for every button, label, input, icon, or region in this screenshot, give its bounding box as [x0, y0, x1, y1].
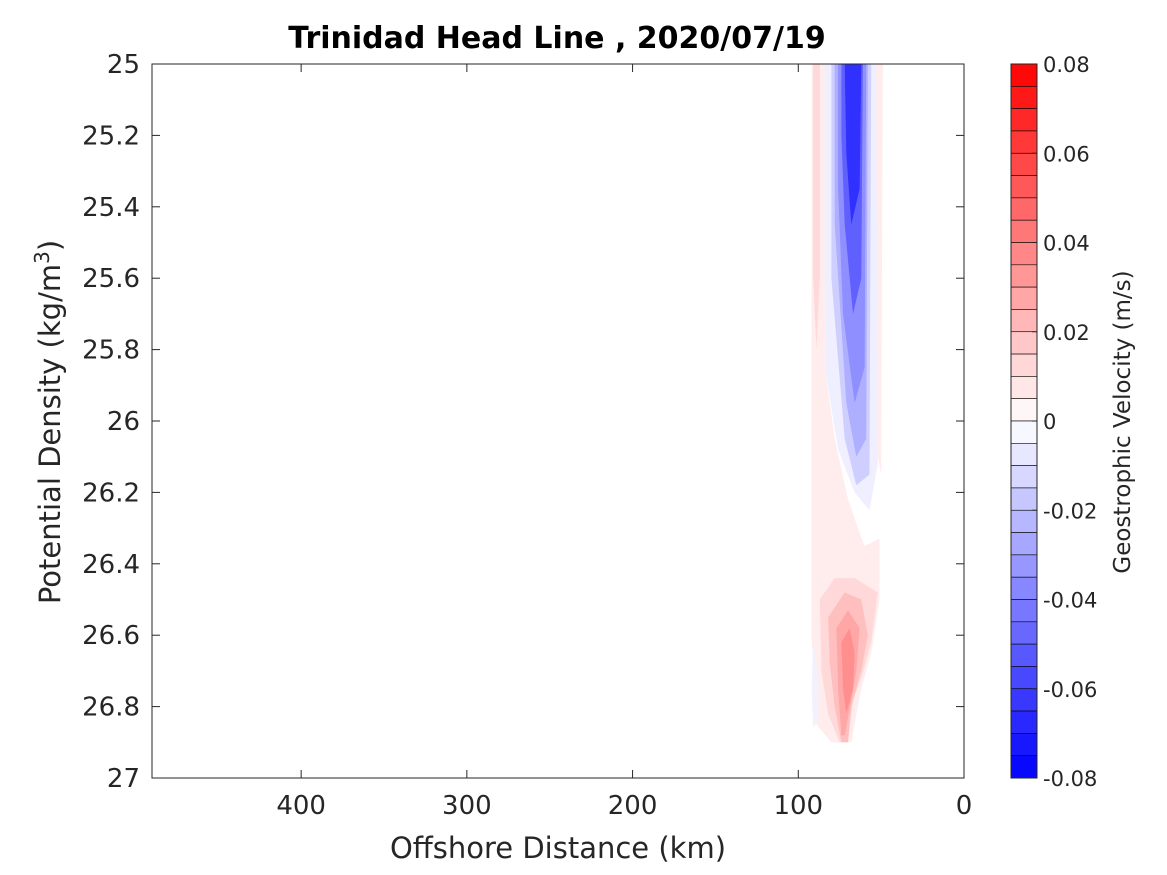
- y-tick-label: 26.4: [82, 550, 140, 580]
- x-axis: 400 300 200 100 0: [276, 64, 972, 821]
- y-tick-label: 25: [107, 50, 140, 80]
- contour-region-8: [813, 64, 820, 350]
- colorbar-tick-label: 0.02: [1043, 321, 1090, 345]
- colorbar-bin: [1010, 532, 1038, 556]
- contour-region-5: [844, 64, 862, 225]
- x-tick-label: 200: [608, 791, 658, 821]
- colorbar-tick-label: 0.04: [1043, 232, 1090, 256]
- colorbar-tick-label: 0.08: [1043, 53, 1090, 77]
- colorbar-bin: [1010, 688, 1038, 712]
- contour-region-7: [811, 64, 880, 743]
- colorbar-bin: [1010, 509, 1038, 533]
- colorbar-bin: [1010, 197, 1038, 221]
- colorbar-bin: [1010, 86, 1038, 109]
- colorbar-bin: [1010, 398, 1038, 422]
- colorbar-bin: [1010, 710, 1038, 734]
- x-axis-label: Offshore Distance (km): [390, 831, 726, 865]
- contour-region-6: [876, 64, 883, 475]
- colorbar-bin: [1010, 487, 1038, 511]
- colorbar-bin: [1010, 219, 1038, 243]
- colorbar-bin: [1010, 175, 1038, 199]
- chart-title: Trinidad Head Line , 2020/07/19: [288, 21, 825, 56]
- colorbar-bin: [1010, 286, 1038, 310]
- colorbar-tick-label: -0.02: [1043, 499, 1097, 523]
- colorbar-bin: [1010, 666, 1038, 690]
- colorbar-bin: [1010, 576, 1038, 600]
- colorbar-tick-label: -0.06: [1043, 678, 1097, 702]
- colorbar-bin: [1010, 264, 1038, 288]
- y-tick-label: 25.8: [82, 336, 140, 366]
- colorbar-bin: [1010, 554, 1038, 578]
- colorbar-bin: [1010, 443, 1038, 466]
- colorbar-bin: [1010, 353, 1038, 377]
- contour-region-13: [811, 642, 819, 728]
- y-tick-label: 27: [107, 764, 140, 794]
- colorbar: 0.08 0.06 0.04 0.02 0 -0.02 -0.04 -0.06 -0.08: [1010, 53, 1097, 791]
- x-tick-label: 300: [442, 791, 492, 821]
- y-tick-label: 26.8: [82, 693, 140, 723]
- y-axis-label-superscript: 3: [30, 251, 54, 264]
- colorbar-bin: [1010, 242, 1038, 266]
- y-tick-label: 25.4: [82, 193, 140, 223]
- y-tick-label: 26: [107, 407, 140, 437]
- colorbar-bin: [1010, 599, 1038, 623]
- y-axis: 25 25.2 25.4 25.6 25.8 26 26.2 26.4 26.6 26.8 27: [82, 50, 964, 794]
- colorbar-tick-label: 0: [1043, 410, 1056, 434]
- colorbar-bin: [1010, 465, 1038, 489]
- y-axis-label-main: Potential Density (kg/m: [33, 264, 67, 604]
- colorbar-label: Geostrophic Velocity (m/s): [1110, 270, 1136, 573]
- colorbar-bin: [1010, 63, 1038, 87]
- colorbar-bin: [1010, 130, 1038, 154]
- y-tick-label: 25.6: [82, 264, 140, 294]
- x-tick-label: 0: [956, 791, 973, 821]
- colorbar-bin: [1010, 755, 1038, 779]
- colorbar-bin: [1010, 621, 1038, 645]
- colorbar-bin: [1010, 108, 1038, 132]
- y-tick-label: 26.2: [82, 478, 140, 508]
- contour-region-12: [841, 628, 855, 714]
- colorbar-bin: [1010, 733, 1038, 756]
- colorbar-tick-label: 0.06: [1043, 142, 1090, 166]
- y-axis-label-end: ): [33, 240, 67, 251]
- colorbar-tick-label: -0.04: [1043, 589, 1097, 613]
- x-tick-label: 100: [773, 791, 823, 821]
- colorbar-tick-label: -0.08: [1043, 767, 1097, 791]
- colorbar-bin: [1010, 152, 1038, 176]
- colorbar-bin: [1010, 309, 1038, 333]
- plot-data-layer: [811, 64, 883, 743]
- colorbar-bin: [1010, 331, 1038, 355]
- y-axis-label: Potential Density (kg/m3): [30, 240, 67, 604]
- colorbar-bin: [1010, 376, 1038, 399]
- x-tick-label: 400: [276, 791, 326, 821]
- colorbar-bin: [1010, 420, 1038, 444]
- y-tick-label: 26.6: [82, 621, 140, 651]
- y-tick-label: 25.2: [82, 121, 140, 151]
- colorbar-bin: [1010, 643, 1038, 667]
